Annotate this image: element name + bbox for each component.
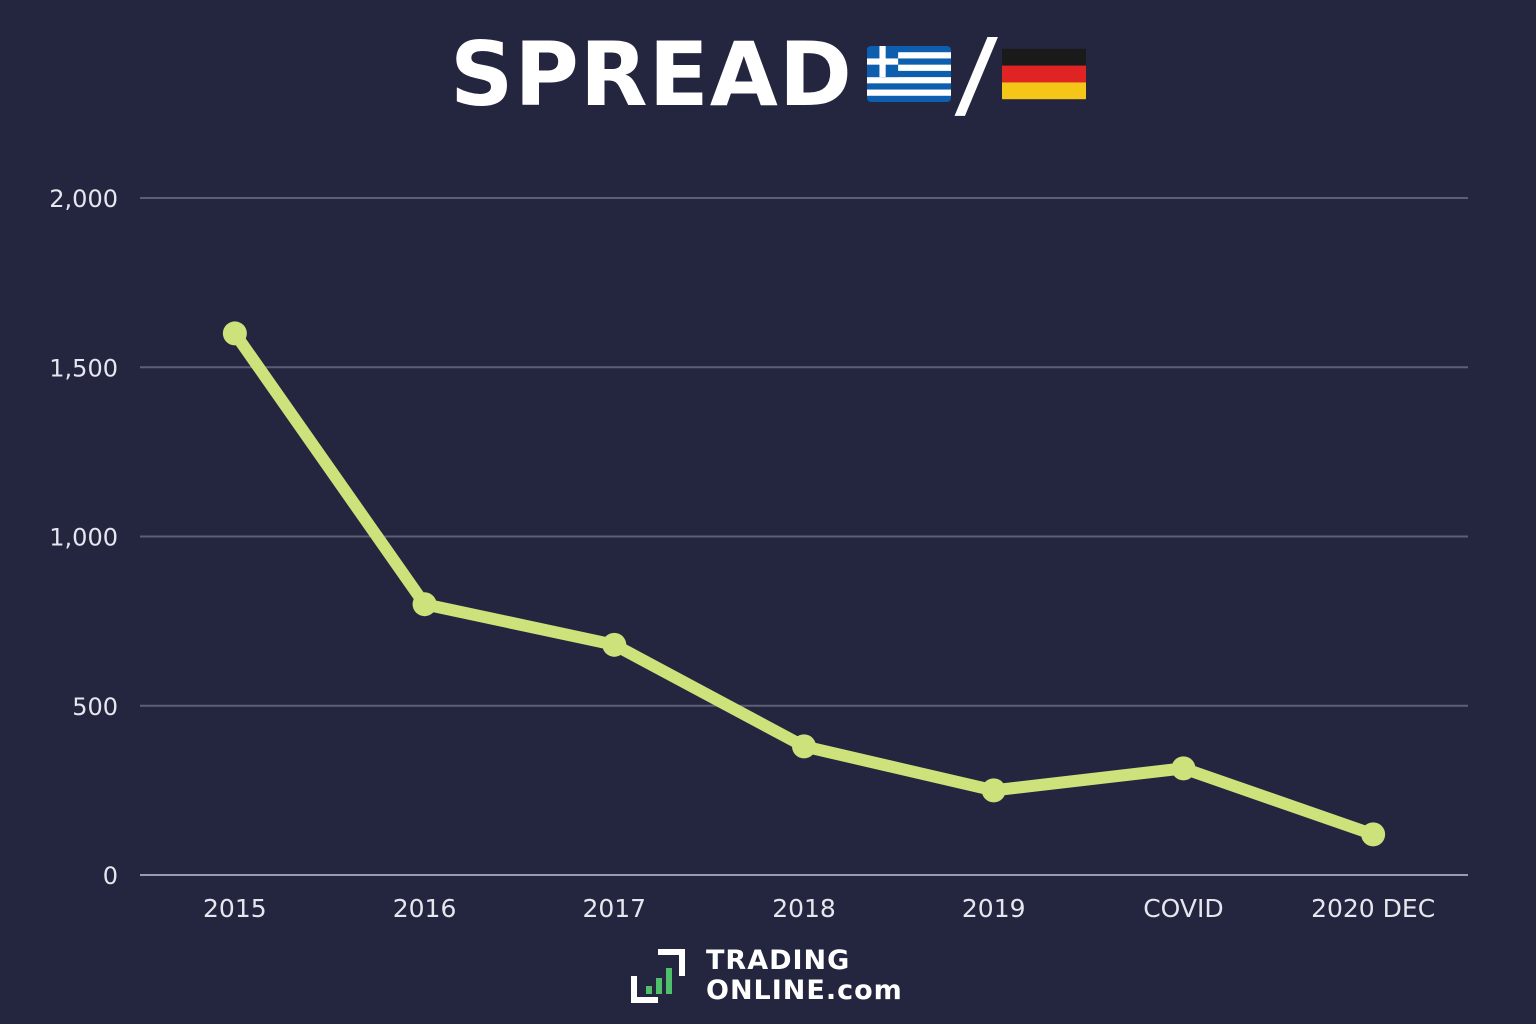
x-tick-label: 2016: [393, 894, 457, 923]
data-point[interactable]: [1361, 822, 1386, 847]
brand-logo: TRADING ONLINE.com: [630, 946, 903, 1006]
x-tick-label: 2018: [772, 894, 836, 923]
brand-name: TRADING ONLINE.com: [706, 946, 903, 1006]
x-axis-ticks: 2015 2016 2017 2018 2019 COVID 2020 DEC: [203, 894, 1435, 923]
y-tick-label: 500: [72, 693, 118, 721]
series-line: [228, 327, 1380, 841]
x-tick-label: 2015: [203, 894, 267, 923]
data-point[interactable]: [981, 778, 1006, 803]
x-tick-label: 2020 DEC: [1311, 894, 1435, 923]
x-tick-label: COVID: [1143, 894, 1223, 923]
y-axis-ticks: 0 500 1,000 1,500 2,000: [49, 185, 118, 890]
grid-lines: [140, 197, 1468, 876]
y-tick-label: 0: [103, 862, 118, 890]
germany-flag-icon: [1001, 46, 1086, 102]
data-point[interactable]: [792, 734, 816, 759]
greece-flag-icon: [866, 46, 951, 102]
data-point[interactable]: [222, 321, 247, 346]
brand-line-1: TRADING: [706, 945, 851, 976]
brand-line-2: ONLINE.com: [706, 975, 903, 1006]
data-point[interactable]: [602, 632, 627, 657]
x-tick-label: 2019: [962, 894, 1026, 923]
data-point[interactable]: [1171, 756, 1196, 781]
y-tick-label: 2,000: [49, 185, 118, 213]
data-point[interactable]: [412, 592, 437, 617]
chart-title: SPREAD /: [0, 18, 1536, 130]
x-tick-label: 2017: [582, 894, 646, 923]
data-series: [222, 321, 1386, 847]
y-tick-label: 1,000: [49, 524, 118, 552]
y-tick-label: 1,500: [49, 354, 118, 382]
trading-online-logo-icon: [631, 949, 685, 1003]
title-text: SPREAD: [450, 22, 853, 126]
